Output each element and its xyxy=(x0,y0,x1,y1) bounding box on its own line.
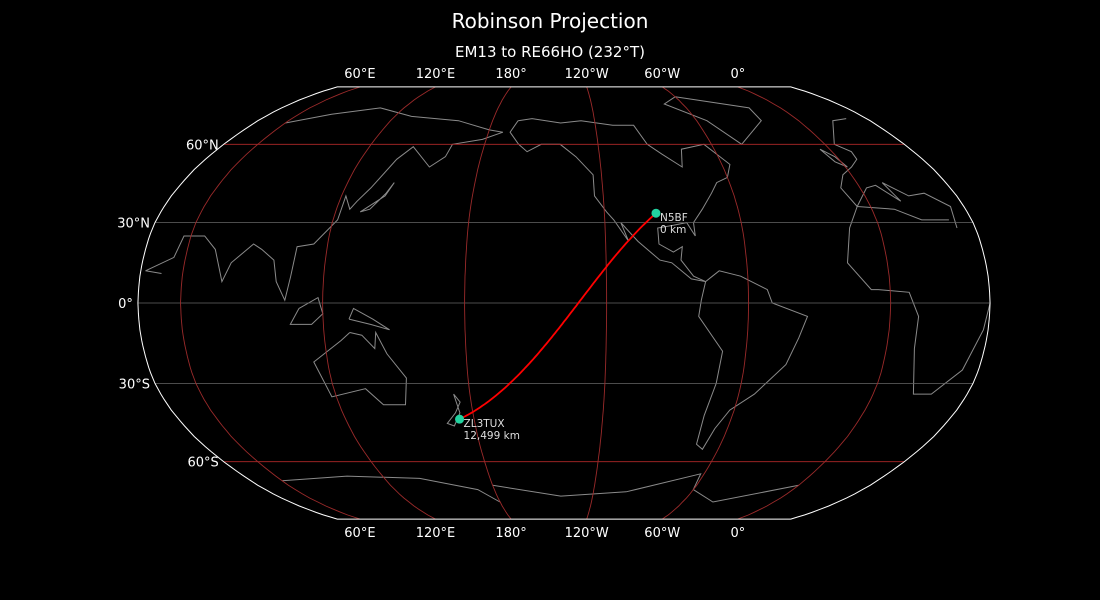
meridian-line xyxy=(586,86,608,520)
station-distance: 12,499 km xyxy=(464,430,520,442)
lon-tick-label-bottom: 120°W xyxy=(565,526,609,541)
coastline xyxy=(663,96,762,145)
lat-tick-label: 30°S xyxy=(119,377,150,392)
lat-tick-label: 60°S xyxy=(187,456,218,471)
lon-tick-label-top: 120°E xyxy=(416,67,456,82)
lon-tick-label-top: 180° xyxy=(495,67,526,82)
map-boundary xyxy=(137,86,991,520)
coastline xyxy=(359,182,395,213)
station-marker xyxy=(455,414,465,424)
meridian-line xyxy=(464,86,512,520)
lat-tick-label: 30°N xyxy=(117,217,150,232)
coastline xyxy=(145,270,162,274)
lon-tick-label-top: 60°E xyxy=(344,67,375,82)
lon-tick-label-bottom: 60°W xyxy=(644,526,680,541)
lon-tick-label-bottom: 180° xyxy=(495,526,526,541)
lat-tick-label: 0° xyxy=(118,297,133,312)
station-callsign: N5BF xyxy=(660,212,688,224)
coastline xyxy=(446,393,461,427)
coastline xyxy=(509,120,809,451)
coastline xyxy=(846,206,991,395)
coastline xyxy=(348,307,390,331)
meridian-line xyxy=(737,86,892,520)
lon-tick-label-bottom: 0° xyxy=(730,526,745,541)
coastline xyxy=(856,182,958,229)
lon-tick-label-top: 60°W xyxy=(644,67,680,82)
coastline xyxy=(832,118,858,207)
coastline xyxy=(492,473,799,503)
lat-tick-label: 60°N xyxy=(186,138,219,153)
station-distance: 0 km xyxy=(660,224,686,236)
lon-tick-label-bottom: 120°E xyxy=(416,526,456,541)
lon-tick-label-top: 120°W xyxy=(565,67,609,82)
lon-tick-label-top: 0° xyxy=(730,67,745,82)
coastline xyxy=(145,107,504,302)
meridian-line xyxy=(322,86,436,520)
coastline xyxy=(857,206,949,221)
map-title: Robinson Projection xyxy=(451,9,649,33)
coastline xyxy=(518,118,731,283)
coastline xyxy=(819,148,848,168)
meridian-line xyxy=(662,86,750,520)
coastline xyxy=(289,296,324,325)
coastline xyxy=(282,475,501,503)
station-callsign: ZL3TUX xyxy=(464,418,505,430)
meridian-line xyxy=(180,86,361,520)
station-marker xyxy=(651,208,661,218)
map-subtitle: EM13 to RE66HO (232°T) xyxy=(455,43,645,61)
coastline xyxy=(313,330,407,406)
great-circle-path xyxy=(459,212,657,420)
lon-tick-label-bottom: 60°E xyxy=(344,526,375,541)
